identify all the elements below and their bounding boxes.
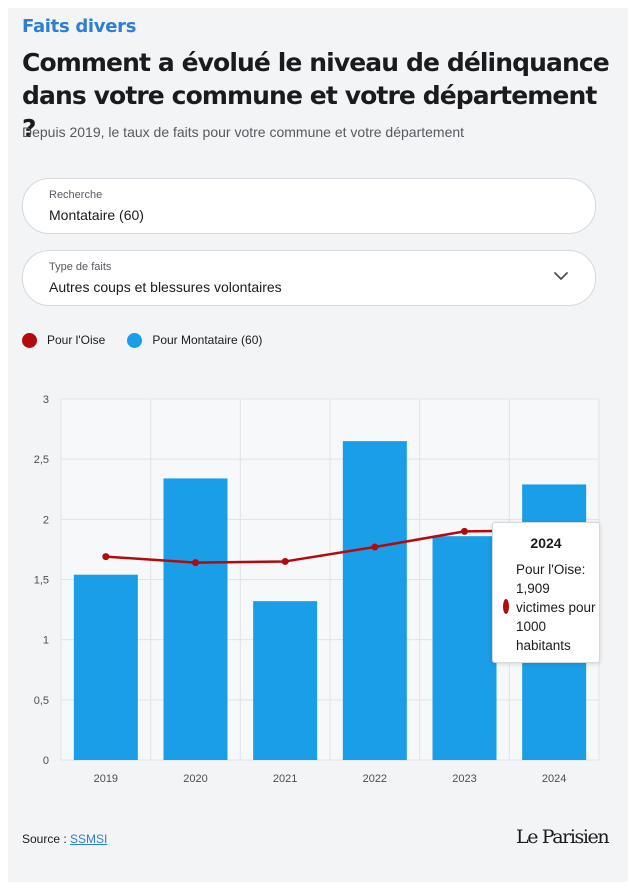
legend-label-oise: Pour l'Oise bbox=[47, 333, 106, 347]
x-tick-label: 2019 bbox=[94, 773, 118, 785]
tooltip-title: 2024 bbox=[530, 535, 562, 551]
search-field-value[interactable]: Montataire (60) bbox=[49, 207, 144, 223]
legend-swatch-oise bbox=[22, 332, 37, 348]
line-point bbox=[371, 543, 379, 551]
line-oise bbox=[105, 529, 555, 564]
y-tick-label: 0,5 bbox=[34, 695, 49, 707]
line-point bbox=[192, 559, 199, 567]
line-point bbox=[102, 553, 110, 561]
x-tick-label: 2022 bbox=[363, 773, 387, 785]
y-tick-label: 0 bbox=[43, 755, 49, 767]
brand-logo: Le Parisien bbox=[516, 826, 610, 848]
bar bbox=[342, 441, 407, 760]
tooltip-text: Pour l'Oise: 1,909 victimes pour 1000 ha… bbox=[516, 562, 596, 653]
source-note: Source : SSMSI bbox=[22, 832, 107, 846]
x-tick-label: 2024 bbox=[542, 773, 566, 785]
search-field-label: Recherche bbox=[49, 189, 103, 201]
bar bbox=[73, 574, 138, 760]
legend-item-oise[interactable]: Pour l'Oise bbox=[22, 332, 106, 348]
y-tick-label: 3 bbox=[43, 394, 49, 406]
y-tick-label: 2 bbox=[43, 514, 49, 526]
page-subtitle: Depuis 2019, le taux de faits pour votre… bbox=[22, 124, 465, 140]
page-title: Comment a évolué le niveau de délinquanc… bbox=[22, 48, 610, 143]
source-link[interactable]: SSMSI bbox=[70, 832, 108, 846]
type-select-value: Autres coups et blessures volontaires bbox=[49, 279, 282, 295]
legend-swatch-commune bbox=[127, 332, 143, 348]
type-select[interactable]: Type de faits Autres coups et blessures … bbox=[22, 250, 596, 306]
bar bbox=[163, 478, 228, 760]
y-tick-label: 1 bbox=[43, 635, 49, 647]
chart-tooltip: 2024 Pour l'Oise: 1,909 victimes pour 10… bbox=[492, 522, 600, 663]
line-point bbox=[281, 557, 289, 565]
x-tick-label: 2020 bbox=[183, 773, 207, 785]
y-tick-label: 2,5 bbox=[34, 454, 49, 466]
chevron-down-icon[interactable] bbox=[553, 270, 569, 282]
x-tick-label: 2023 bbox=[452, 773, 476, 785]
tooltip-marker-icon bbox=[503, 599, 509, 614]
line-point bbox=[461, 527, 468, 535]
y-tick-label: 1,5 bbox=[34, 575, 49, 587]
source-prefix: Source : bbox=[22, 832, 71, 846]
bar bbox=[432, 536, 497, 760]
legend-label-commune: Pour Montataire (60) bbox=[152, 333, 263, 347]
type-select-label: Type de faits bbox=[49, 261, 112, 273]
search-field[interactable]: Recherche Montataire (60) bbox=[22, 178, 596, 234]
chart-legend: Pour l'Oise Pour Montataire (60) bbox=[22, 330, 284, 350]
x-tick-label: 2021 bbox=[273, 773, 297, 785]
bar bbox=[253, 601, 318, 760]
legend-item-commune[interactable]: Pour Montataire (60) bbox=[127, 332, 263, 348]
section-kicker[interactable]: Faits divers bbox=[22, 16, 137, 37]
